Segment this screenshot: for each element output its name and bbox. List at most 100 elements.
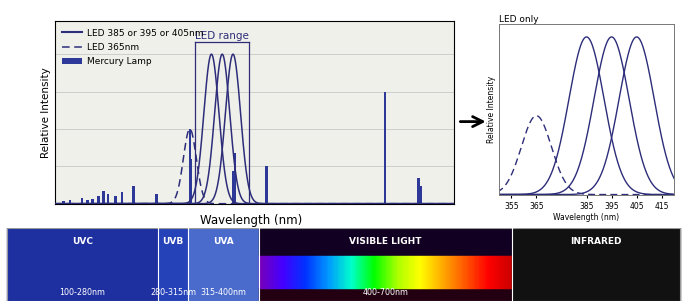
Bar bbox=[334, 256, 335, 288]
Bar bbox=[412, 256, 413, 288]
Bar bbox=[404, 256, 405, 288]
Bar bbox=[502, 256, 503, 288]
Bar bbox=[107, 194, 109, 204]
Bar bbox=[398, 256, 399, 288]
Bar bbox=[282, 256, 283, 288]
Bar bbox=[361, 256, 362, 288]
Text: 315-400nm: 315-400nm bbox=[200, 288, 246, 297]
Bar bbox=[459, 256, 460, 288]
Bar bbox=[488, 256, 490, 288]
Bar bbox=[377, 256, 378, 288]
Bar bbox=[414, 256, 416, 288]
Bar bbox=[305, 256, 306, 288]
Bar bbox=[456, 256, 457, 288]
Bar bbox=[339, 256, 341, 288]
Bar bbox=[503, 256, 504, 288]
Bar bbox=[283, 256, 285, 288]
Bar bbox=[491, 256, 492, 288]
Bar bbox=[487, 256, 488, 288]
Bar bbox=[259, 256, 260, 288]
Bar bbox=[336, 256, 337, 288]
Bar bbox=[411, 256, 412, 288]
Bar bbox=[266, 256, 267, 288]
Bar bbox=[353, 256, 354, 288]
Bar bbox=[326, 256, 327, 288]
Bar bbox=[310, 256, 311, 288]
Bar bbox=[422, 256, 423, 288]
Bar bbox=[297, 256, 298, 288]
Bar bbox=[451, 256, 453, 288]
Bar bbox=[280, 256, 281, 288]
Bar bbox=[406, 256, 407, 288]
Bar bbox=[272, 256, 274, 288]
Bar bbox=[436, 256, 438, 288]
Bar bbox=[350, 256, 351, 288]
Bar bbox=[431, 256, 432, 288]
Bar bbox=[490, 256, 491, 288]
Bar bbox=[483, 256, 484, 288]
Bar bbox=[338, 256, 339, 288]
Bar bbox=[379, 256, 380, 288]
Text: LED range: LED range bbox=[195, 31, 249, 41]
Bar bbox=[384, 256, 385, 288]
Bar bbox=[471, 256, 472, 288]
Bar bbox=[387, 256, 388, 288]
Bar bbox=[396, 256, 397, 288]
Bar bbox=[390, 256, 391, 288]
Bar bbox=[506, 256, 507, 288]
Bar bbox=[372, 256, 373, 288]
Bar bbox=[346, 256, 347, 288]
Bar bbox=[472, 256, 473, 288]
Bar bbox=[505, 256, 506, 288]
Bar bbox=[295, 256, 297, 288]
Bar bbox=[504, 256, 505, 288]
Bar bbox=[492, 256, 493, 288]
Bar bbox=[365, 256, 367, 288]
Bar bbox=[433, 256, 434, 288]
Bar bbox=[360, 256, 361, 288]
Bar bbox=[425, 256, 427, 288]
Bar bbox=[417, 178, 420, 204]
Bar bbox=[190, 159, 192, 204]
Text: 100-280nm: 100-280nm bbox=[60, 288, 105, 297]
Bar bbox=[479, 256, 480, 288]
Bar bbox=[380, 256, 382, 288]
Bar bbox=[97, 196, 100, 204]
Bar bbox=[308, 256, 309, 288]
Bar bbox=[80, 198, 83, 204]
Bar bbox=[324, 256, 325, 288]
Bar bbox=[278, 256, 279, 288]
Bar bbox=[320, 256, 321, 288]
Bar bbox=[349, 256, 350, 288]
Bar bbox=[92, 199, 94, 204]
Bar bbox=[454, 256, 455, 288]
Bar bbox=[189, 129, 191, 204]
Bar bbox=[330, 256, 331, 288]
Bar bbox=[388, 256, 389, 288]
Bar bbox=[401, 256, 402, 288]
Bar bbox=[495, 256, 496, 288]
Bar bbox=[313, 256, 314, 288]
Bar bbox=[462, 256, 464, 288]
Bar bbox=[234, 153, 237, 204]
Bar bbox=[332, 256, 334, 288]
Bar bbox=[477, 256, 479, 288]
Bar bbox=[470, 256, 471, 288]
Bar bbox=[300, 256, 301, 288]
Bar bbox=[391, 256, 393, 288]
Bar bbox=[271, 256, 272, 288]
Bar bbox=[386, 256, 387, 288]
Bar bbox=[343, 256, 345, 288]
Bar bbox=[385, 256, 386, 288]
Bar bbox=[464, 256, 465, 288]
Bar bbox=[335, 256, 336, 288]
Bar bbox=[288, 256, 289, 288]
Bar bbox=[447, 256, 449, 288]
Bar bbox=[409, 256, 410, 288]
Text: Wavelength (nm): Wavelength (nm) bbox=[200, 214, 302, 227]
Bar bbox=[291, 256, 292, 288]
Bar bbox=[321, 256, 322, 288]
Bar bbox=[416, 256, 417, 288]
Bar bbox=[496, 256, 497, 288]
Bar bbox=[420, 256, 421, 288]
